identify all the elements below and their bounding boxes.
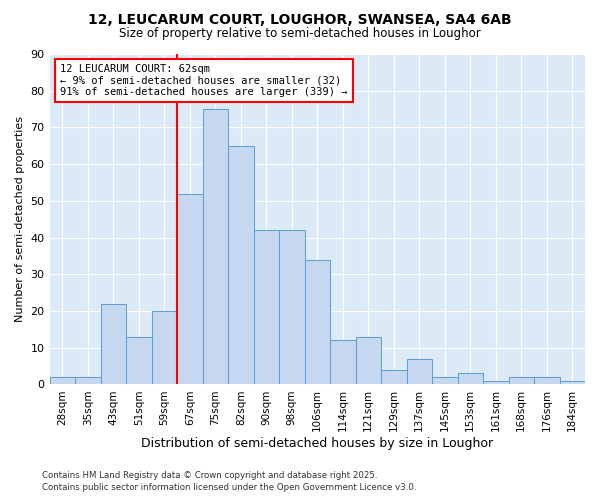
Text: Contains HM Land Registry data © Crown copyright and database right 2025.
Contai: Contains HM Land Registry data © Crown c… <box>42 471 416 492</box>
Text: 12 LEUCARUM COURT: 62sqm
← 9% of semi-detached houses are smaller (32)
91% of se: 12 LEUCARUM COURT: 62sqm ← 9% of semi-de… <box>60 64 348 97</box>
Bar <box>356 336 381 384</box>
Bar <box>126 336 152 384</box>
Bar <box>509 377 534 384</box>
X-axis label: Distribution of semi-detached houses by size in Loughor: Distribution of semi-detached houses by … <box>141 437 493 450</box>
Text: Size of property relative to semi-detached houses in Loughor: Size of property relative to semi-detach… <box>119 28 481 40</box>
Bar <box>330 340 356 384</box>
Bar <box>50 377 75 384</box>
Bar <box>152 311 177 384</box>
Bar <box>75 377 101 384</box>
Bar <box>203 109 228 384</box>
Y-axis label: Number of semi-detached properties: Number of semi-detached properties <box>15 116 25 322</box>
Bar <box>432 377 458 384</box>
Bar <box>381 370 407 384</box>
Bar <box>101 304 126 384</box>
Bar <box>534 377 560 384</box>
Bar <box>254 230 279 384</box>
Text: 12, LEUCARUM COURT, LOUGHOR, SWANSEA, SA4 6AB: 12, LEUCARUM COURT, LOUGHOR, SWANSEA, SA… <box>88 12 512 26</box>
Bar <box>228 146 254 384</box>
Bar <box>279 230 305 384</box>
Bar <box>177 194 203 384</box>
Bar <box>483 381 509 384</box>
Bar <box>560 381 585 384</box>
Bar <box>305 260 330 384</box>
Bar <box>407 359 432 384</box>
Bar <box>458 374 483 384</box>
